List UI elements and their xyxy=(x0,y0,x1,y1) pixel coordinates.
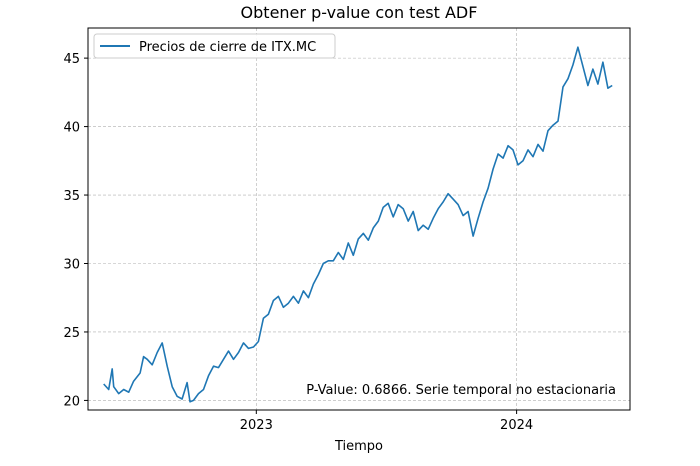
y-axis: 20 25 30 35 40 45 xyxy=(63,52,88,409)
legend-box xyxy=(93,33,336,59)
y-tick-label: 30 xyxy=(63,257,80,272)
x-tick-label: 2024 xyxy=(500,418,533,433)
plot-frame xyxy=(87,27,631,411)
y-tick-label: 40 xyxy=(63,121,80,136)
series-line-itx-mc xyxy=(103,46,613,403)
legend: Precios de cierre de ITX.MC xyxy=(93,33,336,59)
legend-label: Precios de cierre de ITX.MC xyxy=(139,40,316,55)
x-axis-label: Tiempo xyxy=(334,439,383,454)
y-tick-label: 25 xyxy=(63,326,80,341)
x-tick-label: 2023 xyxy=(240,418,273,433)
plot-area xyxy=(88,28,630,410)
p-value-annotation: P-Value: 0.6866. Serie temporal no estac… xyxy=(306,383,616,398)
y-tick-label: 45 xyxy=(63,52,80,67)
y-tick-label: 20 xyxy=(63,394,80,409)
y-tick-label: 35 xyxy=(63,189,80,204)
x-axis: 2023 2024 xyxy=(240,410,533,433)
chart-title: Obtener p-value con test ADF xyxy=(241,3,478,22)
